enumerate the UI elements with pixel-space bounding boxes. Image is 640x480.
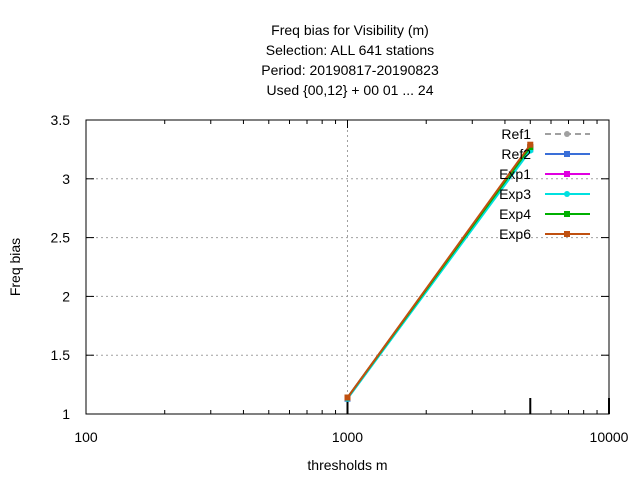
title-line: Period: 20190817-20190823 [261,62,439,78]
x-tick-label: 100 [74,429,98,445]
legend-label: Exp1 [499,166,531,182]
data-point [564,231,570,237]
legend-label: Exp3 [499,186,531,202]
chart-title: Freq bias for Visibility (m) Selection: A… [261,22,439,98]
legend-label: Exp6 [499,226,531,242]
y-tick-label: 3.5 [51,112,71,128]
data-point [564,171,570,177]
grid [86,120,609,414]
series-lines [344,141,534,402]
data-point [527,141,534,148]
legend: Ref1 Ref2 Exp1 Exp3 Exp4 Exp6 [499,126,590,242]
y-tick-label: 2.5 [51,230,71,246]
y-tick-label: 1.5 [51,347,71,363]
legend-label: Ref1 [501,126,531,142]
legend-label: Exp4 [499,206,531,222]
data-point [564,131,570,137]
data-point [564,191,570,197]
sample-count-bars [346,398,610,414]
title-line: Used {00,12} + 00 01 ... 24 [267,82,434,98]
x-tick-label: 1000 [332,429,363,445]
data-point [564,211,570,217]
title-line: Freq bias for Visibility (m) [271,22,429,38]
y-tick-label: 3 [62,171,70,187]
x-axis-label: thresholds m [307,457,387,473]
legend-label: Ref2 [501,146,531,162]
data-point [344,394,351,401]
y-axis-label: Freq bias [7,238,23,296]
y-tick-label: 2 [62,288,70,304]
title-line: Selection: ALL 641 stations [266,42,434,58]
data-point [564,151,570,157]
series-line-exp6 [346,144,532,399]
x-tick-label: 10000 [590,429,629,445]
y-tick-label: 1 [62,406,70,422]
axis-ticks: 1 1.5 2 2.5 3 3.5 100 1000 10000 [51,112,629,445]
